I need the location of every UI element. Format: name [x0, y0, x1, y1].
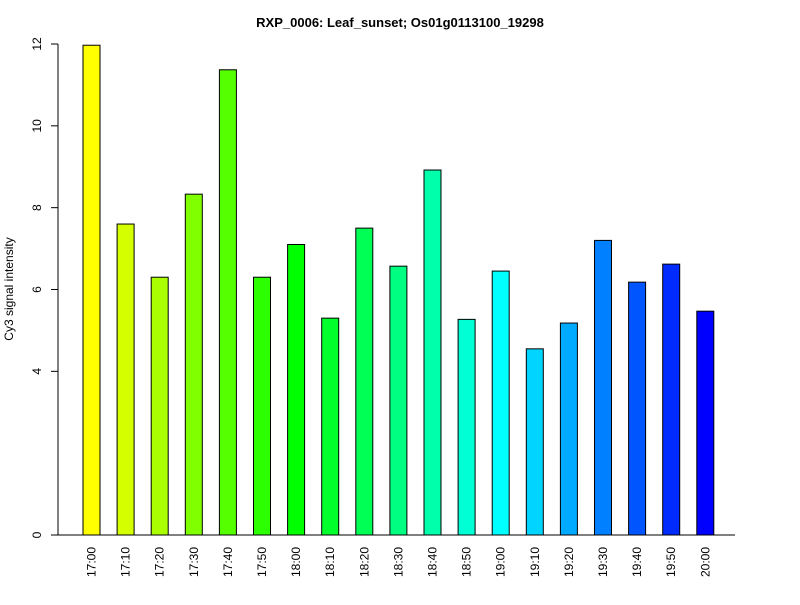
- bar: [82, 44, 101, 536]
- bar: [355, 227, 374, 536]
- y-tick-label: 10: [30, 119, 44, 133]
- x-tick-label: 18:30: [391, 547, 405, 577]
- x-tick-label: 18:10: [323, 547, 337, 577]
- x-tick-label: 17:40: [221, 547, 235, 577]
- y-axis: 0 4 6 8 10 12: [30, 37, 59, 538]
- bars: [82, 44, 715, 536]
- chart-title: RXP_0006: Leaf_sunset; Os01g0113100_1929…: [256, 15, 544, 30]
- x-tick-label: 18:00: [289, 547, 303, 577]
- bar: [218, 69, 237, 536]
- bar: [559, 322, 578, 536]
- x-tick-label: 20:00: [698, 547, 712, 577]
- x-tick-label: 17:10: [119, 547, 133, 577]
- bar: [116, 223, 135, 536]
- bar: [628, 281, 647, 536]
- bar: [423, 169, 442, 536]
- y-tick-label: 8: [30, 204, 44, 211]
- x-tick-label: 18:40: [426, 547, 440, 577]
- bar: [287, 243, 306, 536]
- y-axis-label: Cy3 signal intensity: [2, 237, 16, 340]
- bar: [696, 310, 715, 536]
- x-tick-label: 17:00: [85, 547, 99, 577]
- x-tick-label: 17:50: [255, 547, 269, 577]
- x-tick-label: 19:10: [528, 547, 542, 577]
- y-tick-label: 0: [30, 531, 44, 538]
- bar: [594, 239, 612, 536]
- y-tick-label: 4: [30, 368, 44, 375]
- x-tick-label: 19:30: [596, 547, 610, 577]
- bar: [150, 276, 169, 536]
- x-tick-label: 18:20: [357, 547, 371, 577]
- x-tick-label: 19:20: [562, 547, 576, 577]
- x-tick-label: 17:20: [153, 547, 167, 577]
- bar: [389, 265, 408, 536]
- y-tick-label: 12: [30, 37, 44, 51]
- bar: [321, 317, 340, 536]
- bar: [662, 263, 681, 536]
- x-tick-label: 18:50: [460, 547, 474, 577]
- bar: [525, 348, 544, 536]
- bar: [184, 193, 203, 536]
- bar: [457, 318, 476, 536]
- bar: [253, 276, 271, 536]
- y-tick-label: 6: [30, 286, 44, 293]
- x-tick-label: 19:40: [630, 547, 644, 577]
- x-tick-label: 19:00: [494, 547, 508, 577]
- x-tick-label: 19:50: [664, 547, 678, 577]
- x-tick-label: 17:30: [187, 547, 201, 577]
- x-axis: 17:00 17:10 17:20 17:30 17:40 17:50 18:00 18:10…: [58, 534, 735, 577]
- bar: [491, 270, 510, 536]
